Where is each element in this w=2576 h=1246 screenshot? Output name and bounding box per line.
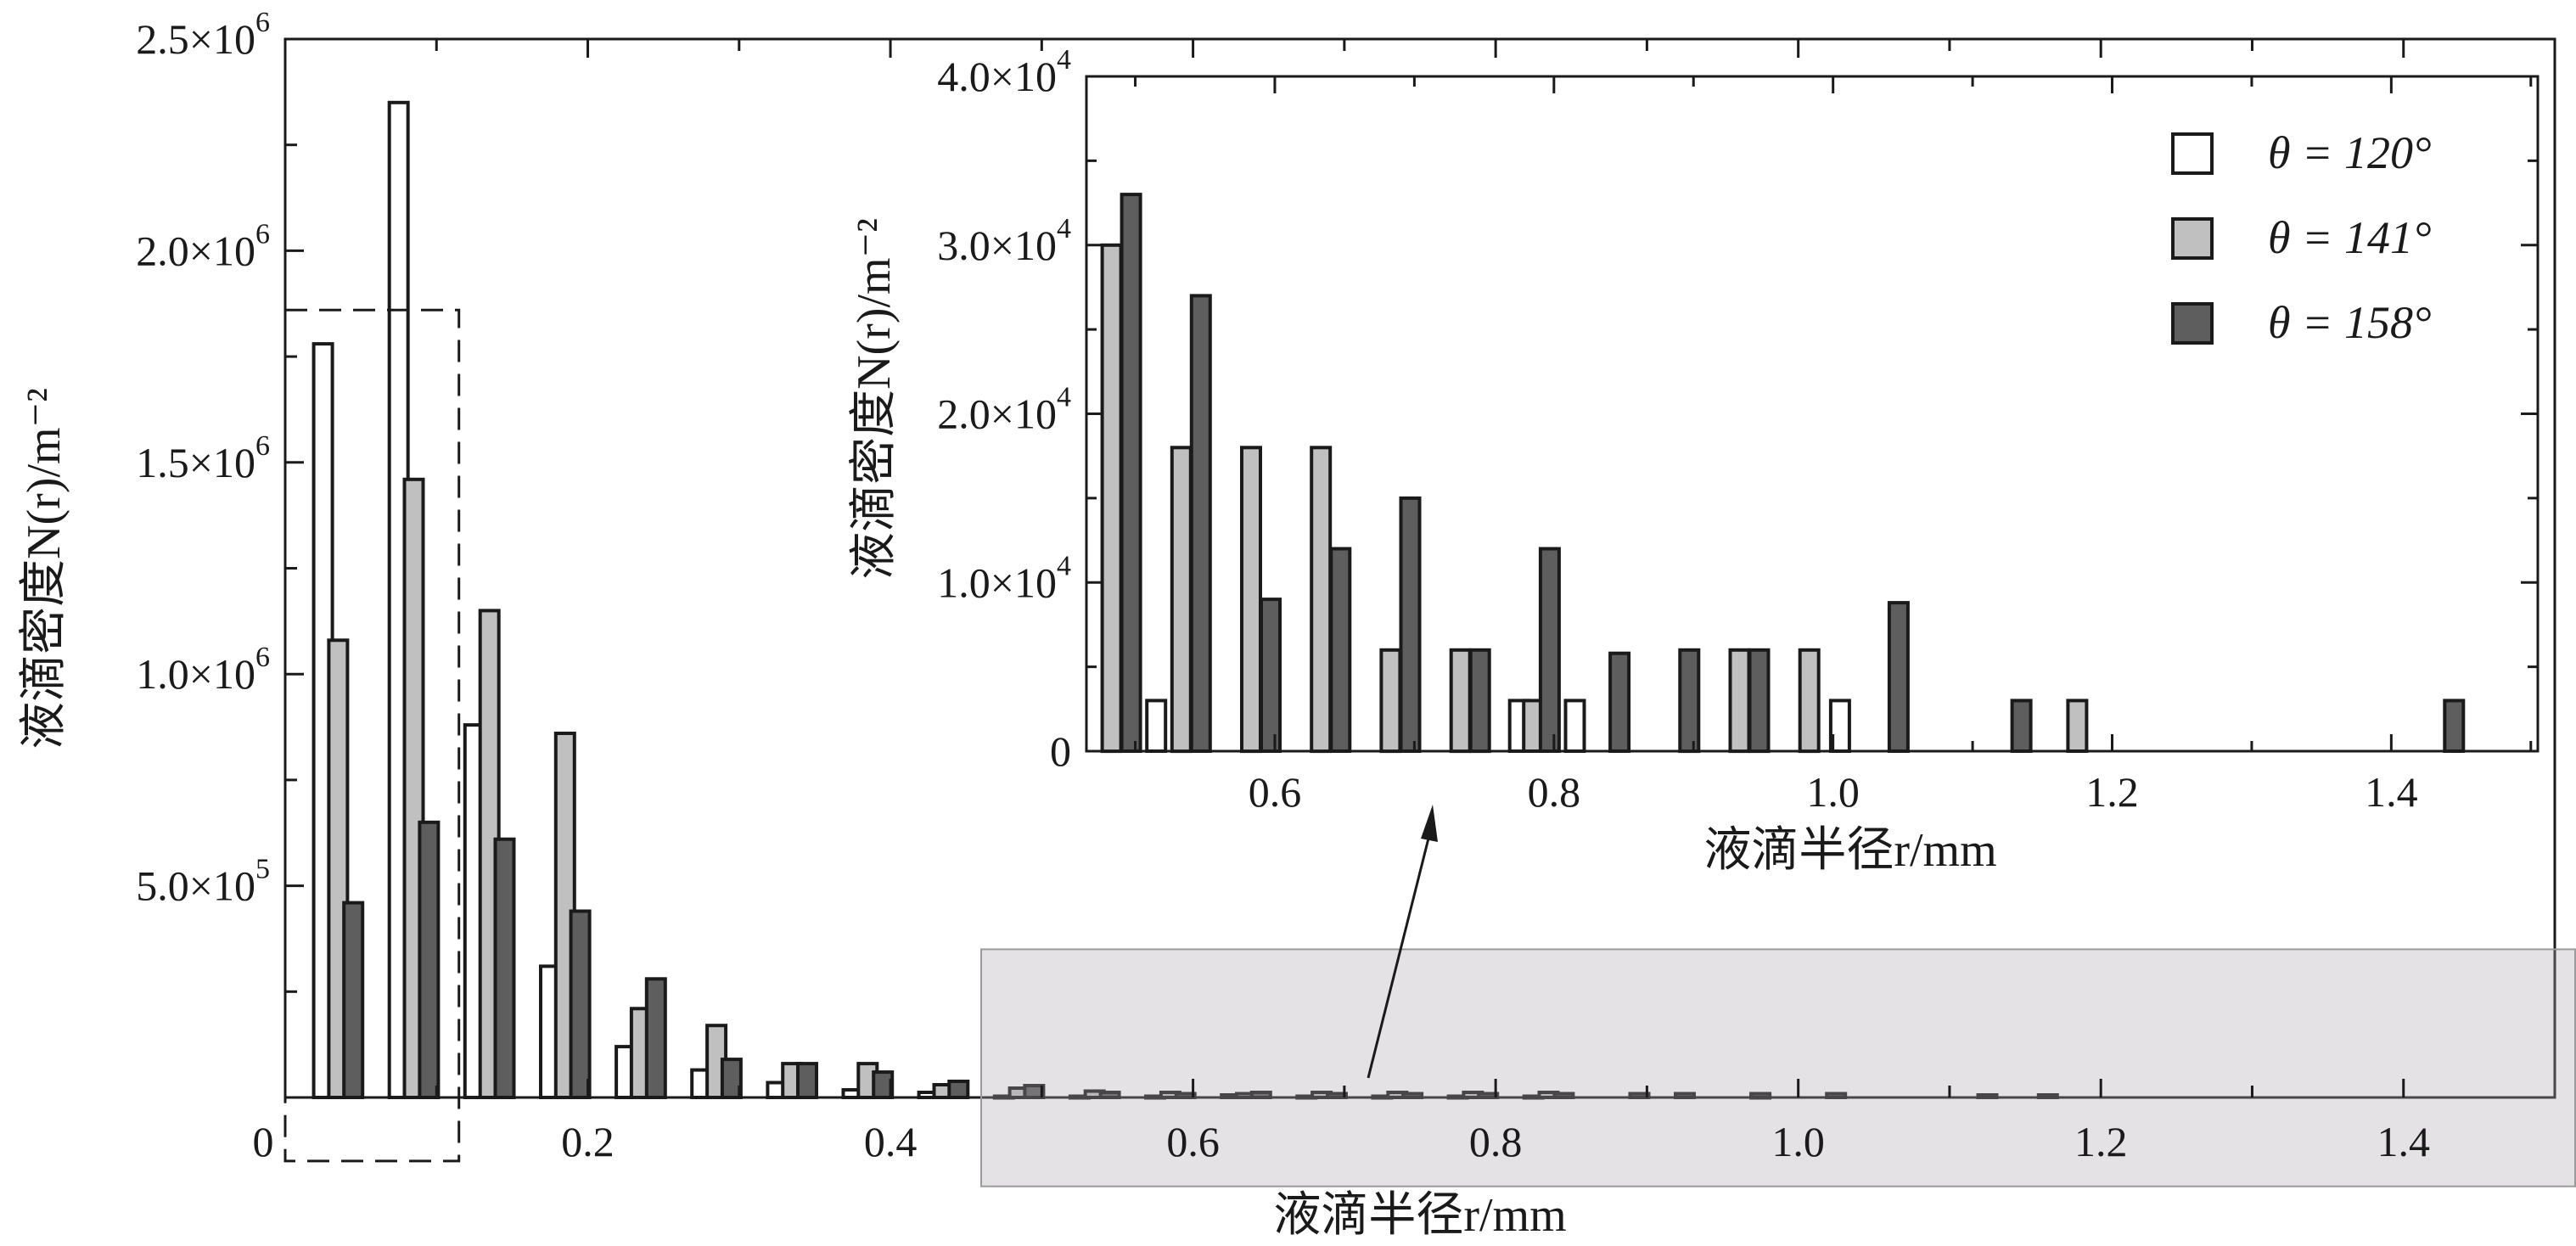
inset-bars xyxy=(1100,193,2466,754)
main-bar-theta-158-9 xyxy=(1023,1084,1046,1099)
main-x-tick-label-5: 1.2 xyxy=(2074,1118,2128,1165)
inset-bar-theta-120-2 xyxy=(1563,699,1586,754)
main-bar-theta-158-2 xyxy=(493,837,516,1099)
main-bar-theta-158-12 xyxy=(1249,1091,1272,1099)
inset-bar-theta-120-3 xyxy=(1828,699,1851,754)
legend-label-theta-158: θ = 158° xyxy=(2268,297,2432,348)
main-bar-theta-158-5 xyxy=(720,1058,743,1099)
main-x-tick-label-0: 0.2 xyxy=(561,1118,615,1165)
main-bar-theta-158-11 xyxy=(1174,1092,1197,1099)
main-bar-theta-158-14 xyxy=(1401,1092,1424,1099)
inset-bar-theta-158-10 xyxy=(1887,601,1910,753)
inset-x-axis-title: 液滴半径r/mm xyxy=(1703,824,1996,877)
inset-x-tick-label-2: 1.0 xyxy=(1806,768,1860,816)
legend-label-theta-141: θ = 141° xyxy=(2268,212,2432,263)
legend-swatch-theta-120 xyxy=(2171,132,2214,175)
inset-bar-theta-141-3 xyxy=(1310,446,1333,754)
main-x-axis-title: 液滴半径r/mm xyxy=(1273,1189,1566,1242)
main-y-tick-label-1: 1.0×106 xyxy=(136,642,270,698)
inset-bar-theta-158-4 xyxy=(1399,496,1422,754)
main-bar-theta-158-0 xyxy=(342,901,365,1099)
main-x-tick-label-6: 1.4 xyxy=(2377,1118,2430,1165)
main-annotations xyxy=(283,308,2576,1187)
main-bar-theta-158-16 xyxy=(1552,1092,1575,1099)
main-y-tick-label-3: 2.0×106 xyxy=(136,218,270,274)
main-y-tick-label-2: 1.5×106 xyxy=(136,430,270,486)
inset-bar-theta-158-3 xyxy=(1329,547,1352,753)
legend-swatch-theta-158 xyxy=(2171,302,2214,345)
inset-y-tick-label-3: 3.0×104 xyxy=(937,213,1071,269)
main-bar-theta-158-8 xyxy=(947,1080,970,1099)
inset-y-tick-label-1: 1.0×104 xyxy=(937,550,1071,606)
inset-chart: 0.6 0.8 1.0 1.2 1.4 0 1.0×104 2.0×104 3.0×104 4.0… xyxy=(848,44,2540,877)
main-bar-theta-158-18 xyxy=(1674,1092,1696,1099)
legend-item-theta-141: θ = 141° xyxy=(2171,212,2432,263)
main-bar-theta-158-15 xyxy=(1477,1092,1500,1099)
inset-bar-theta-158-2 xyxy=(1260,598,1282,753)
inset-bar-theta-141-0 xyxy=(1100,243,1123,754)
inset-legend: θ = 120° θ = 141° θ = 158° xyxy=(2171,127,2432,348)
main-y-tick-label-4: 2.5×106 xyxy=(136,7,270,63)
main-bar-theta-158-3 xyxy=(569,909,592,1099)
inset-bar-theta-141-5 xyxy=(1449,648,1472,754)
inset-y-axis-title: 液滴密度N(r)/m⁻² xyxy=(848,218,901,580)
main-bar-theta-158-10 xyxy=(1098,1091,1121,1099)
main-ticks: 0.2 0.4 0.6 0.8 1.0 1.2 1.4 5.0×105 1.0×106 1.5×1… xyxy=(136,7,2430,1165)
inset-bar-theta-141-4 xyxy=(1379,648,1402,754)
legend-item-theta-158: θ = 158° xyxy=(2171,297,2432,348)
main-x-tick-label-1: 0.4 xyxy=(864,1118,918,1165)
main-bar-theta-158-22 xyxy=(2036,1093,2059,1099)
main-x-origin-label: 0 xyxy=(253,1118,274,1165)
inset-bar-theta-141-8 xyxy=(1798,648,1821,754)
main-x-tick-label-2: 0.6 xyxy=(1166,1118,1220,1165)
main-x-tick-label-4: 1.0 xyxy=(1771,1118,1825,1165)
inset-bar-theta-158-5 xyxy=(1468,648,1491,754)
inset-bar-theta-158-1 xyxy=(1189,294,1212,753)
inset-y-tick-label-2: 2.0×104 xyxy=(937,382,1071,438)
inset-x-tick-label-3: 1.2 xyxy=(2085,768,2139,816)
inset-bar-theta-158-12 xyxy=(2443,699,2466,754)
zoom-arrow-head xyxy=(1421,805,1438,842)
main-bar-theta-158-13 xyxy=(1326,1092,1348,1099)
inset-bar-theta-120-0 xyxy=(1145,699,1168,754)
inset-y-tick-label-0: 0 xyxy=(1050,727,1071,775)
inset-ticks: 0.6 0.8 1.0 1.2 1.4 0 1.0×104 2.0×104 3.0×104 4.0… xyxy=(937,44,2538,816)
inset-bar-theta-158-8 xyxy=(1678,648,1701,754)
legend-label-theta-120: θ = 120° xyxy=(2268,127,2432,178)
main-x-tick-label-3: 0.8 xyxy=(1469,1118,1523,1165)
main-bar-theta-158-7 xyxy=(872,1070,895,1099)
main-y-axis-title: 液滴密度N(r)/m⁻² xyxy=(18,388,70,749)
main-bar-theta-158-17 xyxy=(1628,1092,1651,1099)
inset-bar-theta-141-9 xyxy=(2066,699,2089,754)
inset-bar-theta-158-0 xyxy=(1120,193,1142,754)
inset-bar-theta-158-9 xyxy=(1748,648,1771,754)
legend-swatch-theta-141 xyxy=(2171,217,2214,260)
main-bar-theta-158-19 xyxy=(1749,1092,1772,1099)
main-y-tick-label-0: 5.0×105 xyxy=(136,854,270,910)
main-bars xyxy=(311,100,2059,1100)
inset-bar-theta-158-11 xyxy=(2010,699,2033,754)
inset-bar-theta-141-1 xyxy=(1170,446,1193,754)
main-bar-theta-158-6 xyxy=(796,1062,818,1099)
zoom-shaded-region xyxy=(980,948,2576,1187)
inset-bar-theta-158-7 xyxy=(1608,651,1631,754)
inset-bar-theta-141-2 xyxy=(1240,446,1262,754)
inset-bar-theta-158-6 xyxy=(1538,547,1561,753)
inset-x-tick-label-0: 0.6 xyxy=(1249,768,1302,816)
main-bar-theta-158-4 xyxy=(644,977,667,1100)
dashed-highlight-box xyxy=(283,308,461,1163)
inset-y-tick-label-4: 4.0×104 xyxy=(937,44,1071,100)
inset-x-tick-label-1: 0.8 xyxy=(1528,768,1581,816)
inset-x-tick-label-4: 1.4 xyxy=(2365,768,2418,816)
inset-bar-theta-141-7 xyxy=(1728,648,1751,754)
legend-item-theta-120: θ = 120° xyxy=(2171,127,2432,178)
main-bar-theta-158-21 xyxy=(1976,1093,1999,1099)
main-bar-theta-158-1 xyxy=(418,820,441,1099)
main-chart: 0.2 0.4 0.6 0.8 1.0 1.2 1.4 5.0×105 1.0×106 1.5×1… xyxy=(18,7,2576,1242)
zoom-arrow-line xyxy=(1367,821,1434,1079)
main-bar-theta-158-20 xyxy=(1825,1092,1848,1099)
